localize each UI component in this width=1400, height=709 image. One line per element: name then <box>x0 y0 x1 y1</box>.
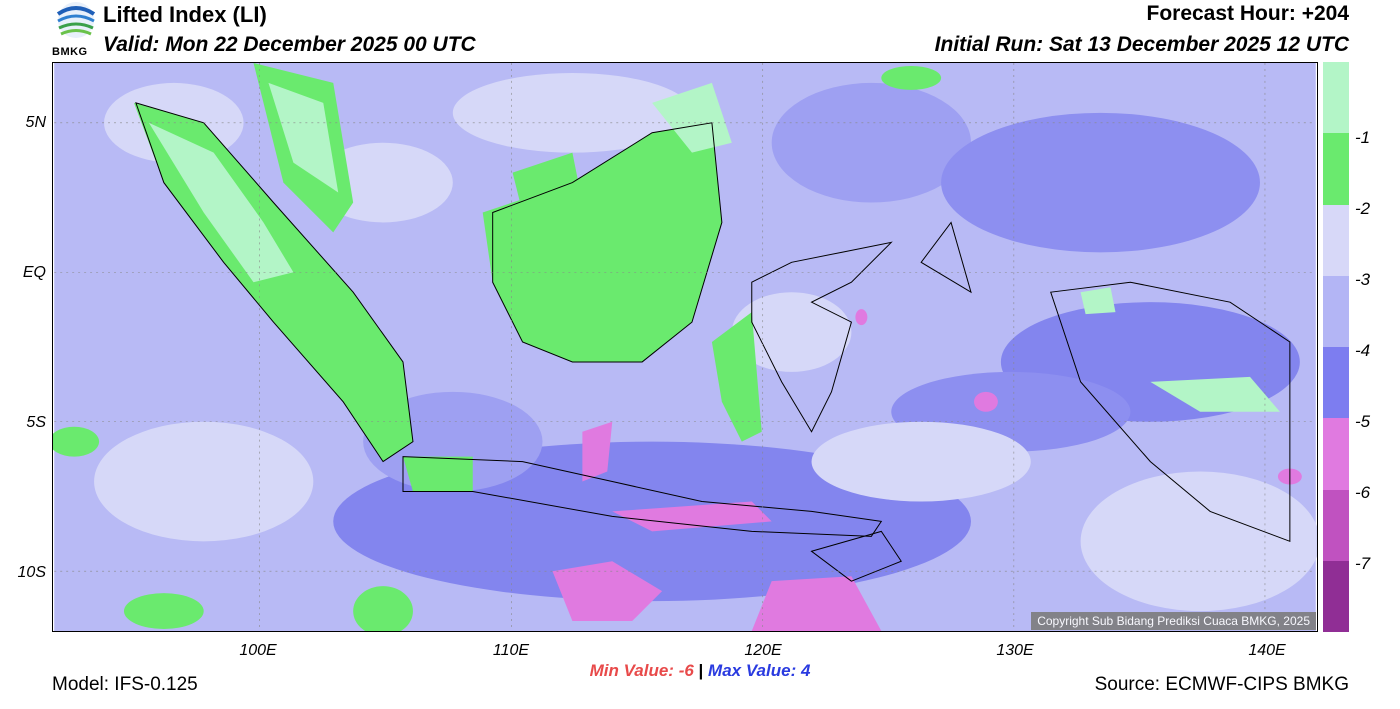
lon-label-100e: 100E <box>239 642 277 659</box>
colorbar-label: -1 <box>1355 128 1371 147</box>
colorbar-label: -2 <box>1355 199 1371 218</box>
colorbar-segment <box>1323 418 1349 490</box>
colorbar-segment <box>1323 560 1349 632</box>
lifted-index-map <box>52 62 1318 632</box>
valid-time: Valid: Mon 22 December 2025 00 UTC <box>103 33 476 56</box>
bmkg-logo <box>56 2 96 38</box>
gridlines <box>54 63 1316 631</box>
lat-label-eq: EQ <box>22 264 46 281</box>
lon-label-140e: 140E <box>1248 642 1286 659</box>
source-label: Source: ECMWF-CIPS BMKG <box>1094 674 1349 695</box>
colorbar-label: -5 <box>1355 412 1371 431</box>
min-value: Min Value: -6 <box>589 661 694 680</box>
green-areas <box>53 63 1280 631</box>
lon-label-110e: 110E <box>492 642 530 659</box>
lat-label-5n: 5N <box>25 114 46 131</box>
colorbar-label: -3 <box>1355 270 1371 289</box>
colorbar-segment <box>1323 204 1349 276</box>
colorbar-label: -7 <box>1355 554 1371 573</box>
coastlines <box>135 102 1291 582</box>
min-max-values: Min Value: -6 | Max Value: 4 <box>0 661 1400 681</box>
colorbar-segment <box>1323 133 1349 205</box>
initial-run: Initial Run: Sat 13 December 2025 12 UTC <box>934 33 1349 56</box>
index-field-blobs <box>94 72 1317 612</box>
magenta-areas <box>552 309 1302 631</box>
colorbar-segment <box>1323 489 1349 561</box>
colorbar-segment <box>1323 347 1349 419</box>
lat-label-5s: 5S <box>26 414 46 431</box>
lon-label-130e: 130E <box>996 642 1034 659</box>
colorbar-label: -6 <box>1355 483 1371 502</box>
chart-title: Lifted Index (LI) <box>103 2 267 27</box>
lon-label-120e: 120E <box>744 642 782 659</box>
model-label: Model: IFS-0.125 <box>52 674 198 695</box>
colorbar-label: -4 <box>1355 341 1371 360</box>
colorbar-segment <box>1323 275 1349 347</box>
forecast-hour: Forecast Hour: +204 <box>1146 2 1350 25</box>
colorbar-segment <box>1323 62 1349 134</box>
logo-text: BMKG <box>52 46 88 58</box>
copyright-notice: Copyright Sub Bidang Prediksi Cuaca BMKG… <box>1031 612 1316 630</box>
max-value: Max Value: 4 <box>708 661 811 680</box>
separator: | <box>698 661 704 680</box>
lat-label-10s: 10S <box>17 564 46 581</box>
